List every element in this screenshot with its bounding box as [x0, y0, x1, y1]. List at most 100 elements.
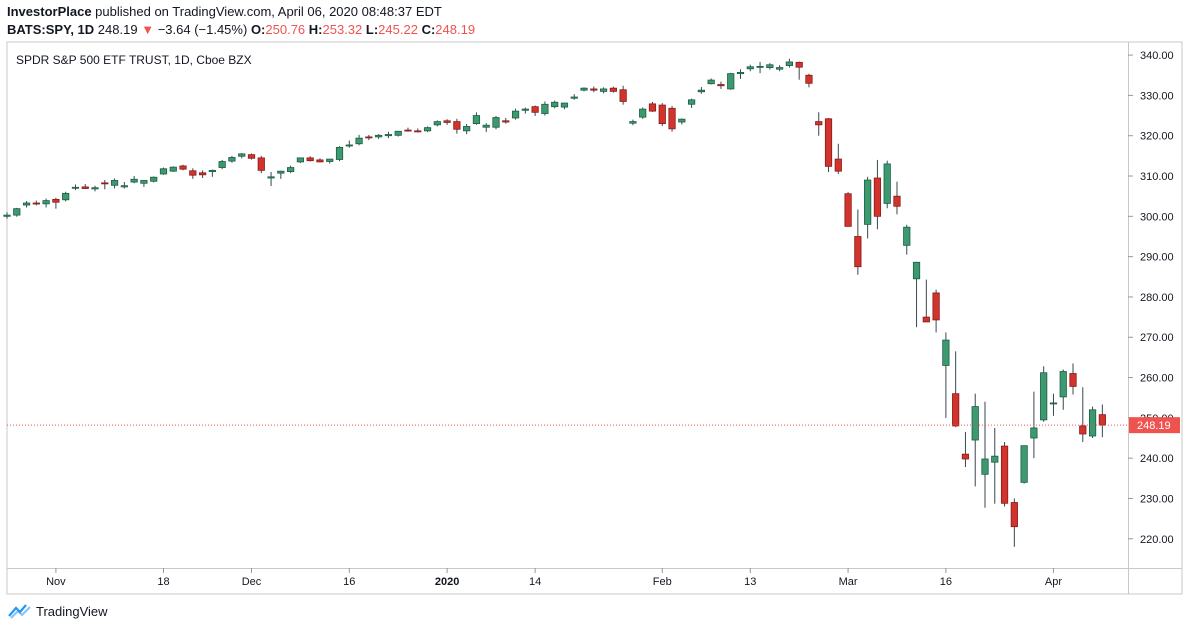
candle-down: [815, 121, 823, 126]
candle-up: [3, 214, 11, 217]
candle-up: [560, 102, 569, 108]
down-arrow-icon: ▼: [141, 22, 155, 37]
candle-up: [472, 115, 481, 125]
candle-up: [228, 157, 236, 162]
ohlc-header: BATS:SPY, 1D 248.19 ▼ −3.64 (−1.45%) O:2…: [7, 22, 475, 37]
footer-brand: TradingView: [36, 603, 108, 619]
candle-down: [658, 104, 666, 125]
candle-down: [961, 453, 970, 460]
candle-up: [864, 179, 872, 225]
publisher-name: InvestorPlace: [7, 4, 92, 19]
x-tick-label: 13: [744, 576, 756, 588]
candle-down: [1000, 445, 1009, 504]
y-tick-label: 270.00: [1140, 332, 1174, 344]
candle-up: [110, 180, 119, 186]
candle-down: [414, 130, 422, 133]
candle-down: [404, 129, 412, 132]
low-label: L:: [365, 22, 379, 37]
candle-up: [355, 137, 363, 145]
candle-up: [384, 134, 393, 137]
candle-up: [463, 126, 471, 132]
y-tick-label: 260.00: [1140, 373, 1174, 385]
candle-down: [824, 118, 833, 167]
published-text: published on TradingView.com, April 06, …: [95, 4, 442, 19]
candle-down: [531, 106, 539, 113]
candle-down: [81, 186, 89, 189]
y-tick-label: 280.00: [1140, 292, 1174, 304]
close-value: 248.19: [435, 22, 476, 37]
candle-up: [785, 61, 794, 66]
candle-down: [844, 193, 852, 227]
candle-up: [120, 185, 128, 188]
candle-up: [736, 72, 745, 75]
candle-down: [932, 292, 940, 321]
candle-up: [1020, 445, 1028, 483]
change-value: −3.64 (−1.45%): [157, 22, 248, 37]
candle-up: [1088, 409, 1097, 437]
candles-group: [3, 58, 1106, 547]
candle-down: [668, 107, 676, 130]
candle-up: [335, 146, 344, 160]
candle-up: [159, 168, 168, 175]
candle-down: [1098, 414, 1106, 426]
high-value: 253.32: [322, 22, 363, 37]
candle-up: [433, 121, 441, 126]
candle-up: [277, 170, 285, 174]
candle-up: [511, 110, 520, 119]
candle-down: [198, 172, 207, 176]
candle-up: [521, 108, 529, 111]
candle-up: [492, 117, 500, 128]
candle-up: [697, 89, 705, 93]
candle-down: [805, 74, 813, 84]
y-tick-label: 220.00: [1140, 534, 1174, 546]
candle-down: [101, 182, 109, 185]
y-tick-label: 320.00: [1140, 131, 1174, 143]
candle-up: [42, 200, 50, 205]
candle-up: [776, 67, 784, 70]
x-tick-label: Dec: [242, 576, 262, 588]
tradingview-footer[interactable]: TradingView: [8, 603, 108, 619]
candle-up: [22, 202, 31, 206]
candle-up: [326, 158, 334, 162]
candle-up: [267, 176, 275, 179]
last-price-label: 248.19: [1137, 420, 1171, 432]
candle-up: [991, 455, 999, 463]
candle-down: [189, 170, 197, 176]
candle-up: [971, 406, 979, 441]
candle-down: [648, 103, 657, 112]
candle-down: [952, 393, 960, 427]
candle-down: [854, 236, 862, 268]
candle-up: [766, 64, 774, 68]
candle-down: [795, 61, 803, 68]
candle-down: [365, 136, 373, 139]
last-price-badge: [1129, 417, 1180, 434]
time-axis: Nov 18 Dec 16 2020 14 Feb 13 Mar 16 Apr: [46, 568, 1062, 588]
x-tick-label: Apr: [1045, 576, 1062, 588]
candle-up: [423, 127, 432, 132]
candle-down: [1069, 373, 1077, 387]
candle-up: [130, 178, 138, 183]
candle-up: [599, 88, 608, 92]
candle-up: [629, 121, 637, 124]
publish-info: InvestorPlace published on TradingView.c…: [7, 4, 442, 19]
candle-down: [502, 120, 510, 123]
candle-up: [482, 124, 490, 128]
x-tick-label: 16: [343, 576, 355, 588]
candle-down: [52, 198, 60, 203]
candle-up: [13, 208, 21, 216]
last-price: 248.19: [97, 22, 138, 37]
candle-down: [247, 154, 256, 159]
high-label: H:: [308, 22, 323, 37]
candle-down: [1010, 502, 1018, 528]
x-tick-label: Nov: [46, 576, 66, 588]
candle-up: [296, 157, 305, 163]
symbol-label: BATS:SPY, 1D: [7, 22, 95, 37]
x-tick-label: 14: [529, 576, 541, 588]
low-value: 245.22: [378, 22, 418, 37]
candle-up: [912, 261, 921, 280]
candle-up: [1049, 402, 1058, 405]
candle-up: [91, 187, 99, 190]
candle-up: [580, 87, 588, 91]
candle-up: [62, 192, 70, 201]
